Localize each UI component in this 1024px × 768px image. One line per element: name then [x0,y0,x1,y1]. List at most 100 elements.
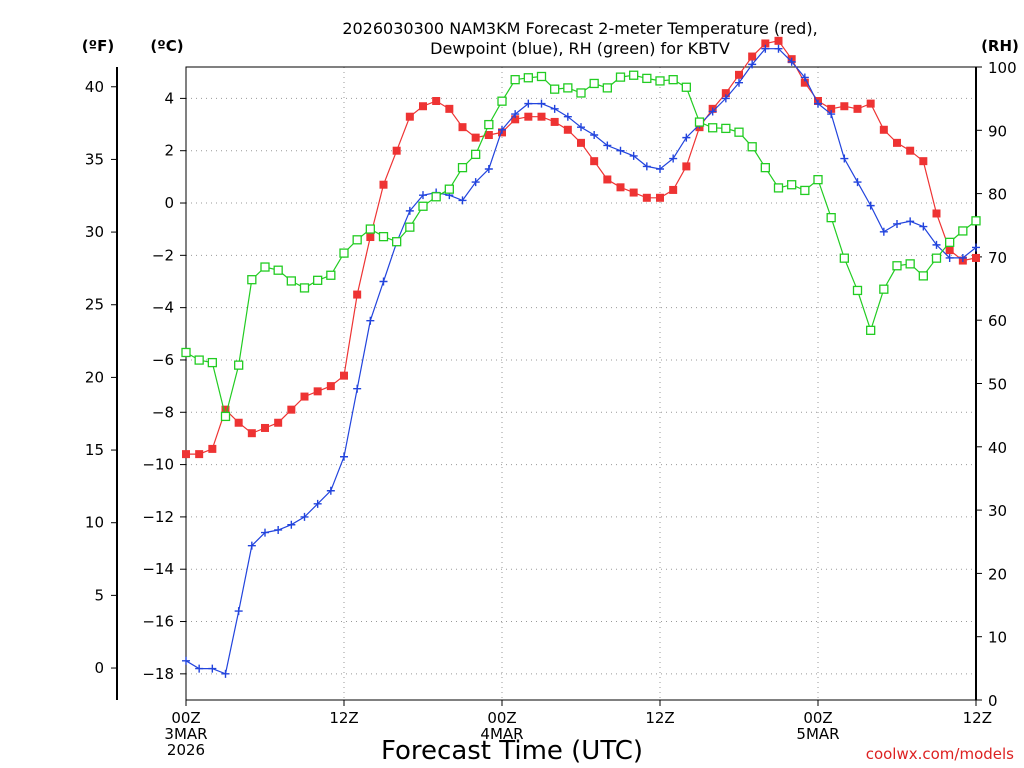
data-point [444,184,454,194]
data-point [708,107,717,116]
data-point [195,664,204,673]
data-point [577,138,585,147]
data-point [182,656,190,665]
data-point [524,112,533,121]
data-point [958,253,967,262]
time-tick-label: 00Z [487,709,516,727]
time-tick-label: 4MAR [480,725,523,743]
data-point [774,44,783,53]
celsius-tick-label: −16 [142,613,174,631]
credit-text: coolwx.com/models [866,745,1014,763]
data-point [735,78,743,87]
data-point [971,216,981,226]
series-2-meter-temperature [182,36,980,459]
data-point [353,384,362,393]
data-point [208,664,217,673]
celsius-tick-label: −4 [152,299,174,317]
x-axis-title: Forecast Time (UTC) [381,736,643,766]
data-point [958,226,968,236]
data-point [919,157,928,166]
rh-tick-label: 100 [988,59,1017,77]
fahrenheit-tick-label: 10 [85,514,104,532]
data-point [656,165,664,174]
rh-axis: 0 10 20 30 40 50 60 70 80 90 100 [976,59,1017,710]
data-point [431,192,441,202]
data-point [906,146,915,155]
data-point [655,76,665,86]
data-point [299,283,310,293]
data-point [735,70,743,79]
data-point [339,248,349,258]
fahrenheit-tick-label: 25 [85,296,104,314]
data-point [827,110,836,119]
data-point [234,418,243,427]
rh-tick-label: 60 [988,312,1007,330]
data-point [563,112,572,121]
data-point [787,180,797,190]
data-point [300,512,309,521]
plot-frame [185,66,977,701]
data-point [550,117,559,126]
data-point [629,151,638,160]
data-point [326,270,336,280]
data-point [787,57,796,66]
data-point [352,235,362,245]
time-tick-label: 12Z [645,709,674,727]
data-point [181,347,191,358]
data-point [458,196,467,205]
data-point [300,392,309,401]
data-point [866,201,875,210]
fahrenheit-tick-label: 35 [85,150,104,168]
fahrenheit-tick-label: 5 [94,586,104,604]
data-point [748,52,757,61]
data-point [945,246,954,255]
data-point [800,73,809,82]
data-point [642,73,652,84]
chart-title-line-2: Dewpoint (blue), RH (green) for KBTV [430,39,730,58]
fahrenheit-axis: 0 5 10 15 20 25 30 35 40 [85,78,117,677]
data-point [182,450,190,459]
data-point [893,219,901,228]
data-point [261,528,269,537]
time-tick-label: 3MAR [164,725,207,743]
data-point [220,411,231,422]
celsius-tick-label: −6 [152,351,174,369]
data-point [932,209,941,218]
data-point [484,165,493,174]
time-tick-label: 12Z [963,709,992,727]
data-point [721,89,730,98]
data-point [471,178,480,187]
rh-unit-label: (RH) [981,37,1019,55]
data-point [642,162,651,171]
data-point [458,123,467,132]
data-point [945,253,954,262]
data-point [536,71,547,82]
data-point [234,607,243,616]
celsius-tick-label: −18 [142,665,174,683]
data-point [418,201,428,211]
data-point [563,83,573,93]
data-point [247,429,256,438]
data-point [603,175,612,184]
data-point [405,222,415,232]
time-tick-label: 12Z [329,709,358,727]
data-point [840,154,849,163]
data-point [748,60,757,69]
data-point [669,185,678,194]
data-point [366,316,375,325]
data-point [721,123,731,134]
data-point [616,146,625,155]
data-point [550,84,560,94]
data-point [694,117,705,127]
time-tick-label: 00Z [171,709,200,727]
data-point [419,191,427,200]
data-point [563,125,572,134]
data-point [511,115,520,124]
data-point [682,133,691,142]
data-point [906,217,915,226]
data-point [286,276,296,286]
data-point [918,271,928,281]
data-point [340,452,348,461]
data-series [181,36,981,678]
